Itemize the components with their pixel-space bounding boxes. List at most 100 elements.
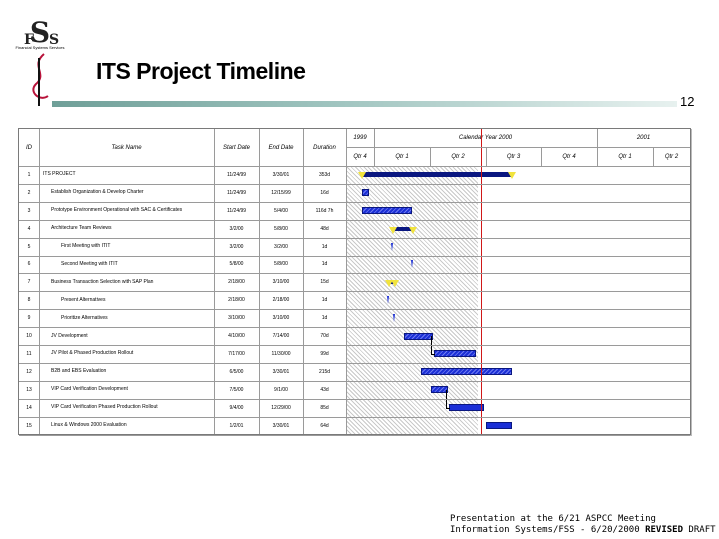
- task-duration-cell: 1d: [321, 261, 328, 268]
- task-duration-cell: 353d: [318, 171, 331, 178]
- task-name-cell: Establish Organization & Develop Charter: [51, 189, 144, 196]
- task-name-cell: JV Development: [51, 332, 88, 339]
- task-name-cell: Prototype Environment Operational with S…: [51, 207, 183, 214]
- footer: Presentation at the 6/21 ASPCC Meeting I…: [450, 514, 716, 536]
- task-end-cell: 3/30/01: [272, 422, 290, 429]
- task-id-cell: 7: [27, 279, 31, 286]
- task-duration-cell: 16d: [320, 189, 329, 196]
- task-id-cell: 15: [26, 422, 32, 429]
- task-bar: [485, 422, 513, 430]
- timescale-year-1999: 1999: [353, 135, 367, 141]
- task-name-cell: JV Pilot & Phased Production Rollout: [51, 350, 134, 357]
- task-bar: [404, 332, 434, 340]
- group-start-marker: [388, 226, 397, 234]
- quarter-label: Qtr 2: [451, 153, 465, 160]
- svg-text:S: S: [30, 16, 50, 48]
- task-id-cell: 13: [26, 386, 32, 393]
- task-duration-cell: 99d: [320, 350, 329, 357]
- page-number: 12: [680, 94, 695, 109]
- task-name-cell: Linux & Windows 2000 Evaluation: [51, 422, 127, 429]
- task-duration-cell: 64d: [320, 422, 329, 429]
- timescale-year-2001: 2001: [636, 135, 651, 141]
- header-id: ID: [26, 144, 32, 151]
- gantt-chart: ID Task Name Start Date End Date Duratio…: [18, 128, 691, 436]
- task-start-cell: 11/24/99: [226, 171, 247, 178]
- quarter-divider: [486, 147, 487, 166]
- svg-text:S: S: [49, 32, 59, 48]
- revised-label: REVISED: [645, 525, 684, 535]
- task-id-cell: 14: [26, 404, 32, 411]
- status-date-line: [481, 129, 482, 434]
- task-end-cell: 11/30/00: [271, 350, 291, 357]
- task-end-cell: 3/30/01: [272, 171, 290, 178]
- milestone-marker: [386, 296, 389, 305]
- task-duration-cell: 15d: [320, 279, 329, 286]
- task-end-cell: 5/4/00: [274, 207, 288, 214]
- task-id-cell: 8: [27, 297, 31, 304]
- task-id-cell: 9: [27, 315, 31, 322]
- task-end-cell: 7/14/00: [272, 333, 290, 340]
- task-bar: [362, 189, 369, 197]
- task-end-cell: 12/15/99: [271, 189, 291, 196]
- title-divider: [52, 101, 677, 107]
- row-divider: [19, 398, 690, 400]
- task-name-cell: ITS PROJECT: [43, 171, 76, 178]
- group-end-marker: [408, 226, 417, 234]
- task-name-cell: VIP Card Verification Development: [51, 386, 128, 393]
- task-start-cell: 3/10/00: [228, 315, 245, 322]
- row-divider: [19, 345, 690, 346]
- summary-start-marker: [358, 171, 367, 179]
- task-end-cell: 5/8/00: [274, 261, 288, 268]
- task-name-cell: Present Alternatives: [61, 296, 106, 303]
- task-bar: [430, 386, 449, 394]
- task-start-cell: 2/18/00: [228, 297, 245, 304]
- gantt-timeline: [346, 166, 690, 434]
- footer-line-2: Information Systems/FSS - 6/20/2000 REVI…: [450, 525, 716, 536]
- timescale-year-2000: Calendar Year 2000: [458, 135, 513, 141]
- task-bar: [434, 350, 476, 358]
- row-divider: [19, 273, 690, 275]
- task-duration-cell: 85d: [320, 404, 329, 411]
- task-id-cell: 1: [27, 171, 31, 178]
- task-end-cell: 3/2/00: [274, 243, 288, 250]
- task-start-cell: 9/4/00: [229, 404, 244, 411]
- column-divider: [39, 129, 40, 434]
- task-id-cell: 2: [27, 189, 31, 196]
- swirl-icon: [32, 53, 49, 106]
- svg-text:F: F: [24, 32, 34, 48]
- column-divider: [303, 129, 304, 434]
- task-name-cell: Business Transaction Selection with SAP …: [51, 278, 154, 285]
- footer-line-2-text: Information Systems/FSS - 6/20/2000: [450, 525, 646, 535]
- row-divider: [19, 255, 690, 257]
- task-start-cell: 7/17/00: [228, 350, 245, 357]
- task-duration-cell: 70d: [320, 333, 329, 340]
- draft-label: DRAFT: [683, 525, 716, 535]
- header-end-date: End Date: [268, 144, 294, 151]
- group-end-marker: [391, 280, 399, 288]
- row-divider: [19, 309, 690, 311]
- group-start-marker: [384, 280, 393, 288]
- quarter-label: Qtr 4: [353, 153, 367, 160]
- footer-line-1: Presentation at the 6/21 ASPCC Meeting: [450, 514, 656, 524]
- column-divider: [259, 129, 260, 434]
- task-name-cell: Prioritize Alternatives: [61, 314, 108, 321]
- task-start-cell: 1/2/01: [229, 422, 244, 429]
- row-divider: [19, 380, 690, 382]
- timescale-divider: [346, 147, 690, 148]
- task-end-cell: 2/18/00: [272, 297, 290, 304]
- task-start-cell: 6/5/00: [229, 368, 244, 375]
- summary-end-marker: [508, 171, 517, 179]
- quarter-label: Qtr 1: [395, 153, 409, 160]
- column-divider: [214, 129, 215, 434]
- task-name-cell: Architecture Team Reviews: [51, 225, 112, 232]
- task-name-cell: B2B and EBS Evaluation: [51, 368, 107, 375]
- task-duration-cell: 1d: [321, 243, 328, 250]
- row-divider: [19, 166, 690, 167]
- task-id-cell: 12: [26, 368, 32, 375]
- row-divider: [19, 416, 690, 418]
- column-divider: [346, 129, 347, 434]
- task-id-cell: 6: [27, 261, 31, 268]
- task-start-cell: 4/10/00: [228, 333, 245, 340]
- task-duration-cell: 1d: [321, 297, 328, 304]
- fss-logo: S F S: [14, 12, 66, 52]
